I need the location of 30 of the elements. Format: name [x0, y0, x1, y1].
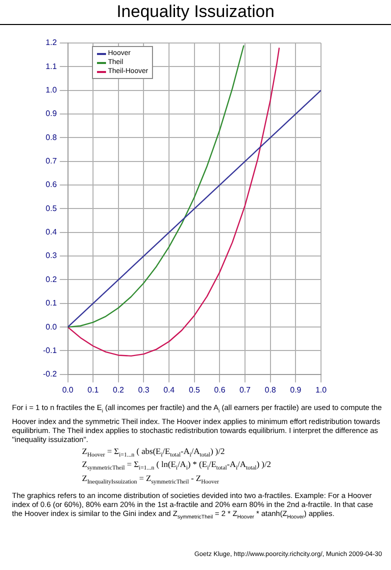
text: Z$_{symmetricTheil}$ = Σ$_{i=1...n}$ ( ln(E$_{i}$/A$_{i}$) * (E$_{i}$/E$_{total}$-A$_{i}$/A$_{total}$) )/2	[82, 459, 271, 472]
y-tick-label: 0.4	[46, 228, 58, 237]
text: Z$_{Hoover}$ = Σ$_{i=1...n}$ ( abs(E$_{i}$/E$_{total}$-A$_{i}$/A$_{total}$) )/2	[82, 446, 225, 458]
chart-title: Inequality Issuization	[0, 2, 391, 25]
x-tick-label: 0.8	[264, 385, 276, 394]
y-tick-label: 0.2	[46, 274, 58, 284]
x-tick-label: 0.9	[290, 385, 302, 394]
x-tick-label: 0.7	[239, 385, 252, 394]
y-tick-label: 0.5	[46, 204, 58, 213]
y-tick-label: 0.8	[46, 132, 58, 142]
x-tick-label: 0.4	[164, 385, 176, 394]
y-tick-label: 0.0	[46, 322, 58, 332]
y-tick-label: 0.7	[46, 156, 58, 166]
x-tick-label: 0.3	[138, 385, 150, 394]
y-tick-label: 1.2	[46, 38, 58, 48]
y-tick-label: 0.9	[46, 109, 58, 118]
y-tick-label: -0.1	[42, 346, 58, 355]
x-tick-label: 1.0	[315, 385, 328, 394]
y-tick-label: -0.2	[42, 370, 58, 379]
x-tick-label: 0.1	[88, 385, 100, 394]
y-tick-label: 0.6	[46, 180, 58, 190]
x-tick-label: 0.6	[214, 385, 226, 394]
x-tick-label: 0.5	[188, 385, 200, 394]
y-tick-label: 0.3	[46, 251, 58, 260]
x-tick-label: 0.2	[112, 385, 125, 394]
text: Z$_{InequalityIssuization}$ = Z$_{symmetricTheil}$ - Z$_{Hoover}$	[82, 472, 220, 488]
y-tick-label: 1.1	[46, 62, 58, 71]
y-tick-label: 1.0	[46, 86, 58, 95]
y-tick-label: 0.1	[46, 298, 58, 308]
x-tick-label: 0.0	[62, 385, 74, 394]
